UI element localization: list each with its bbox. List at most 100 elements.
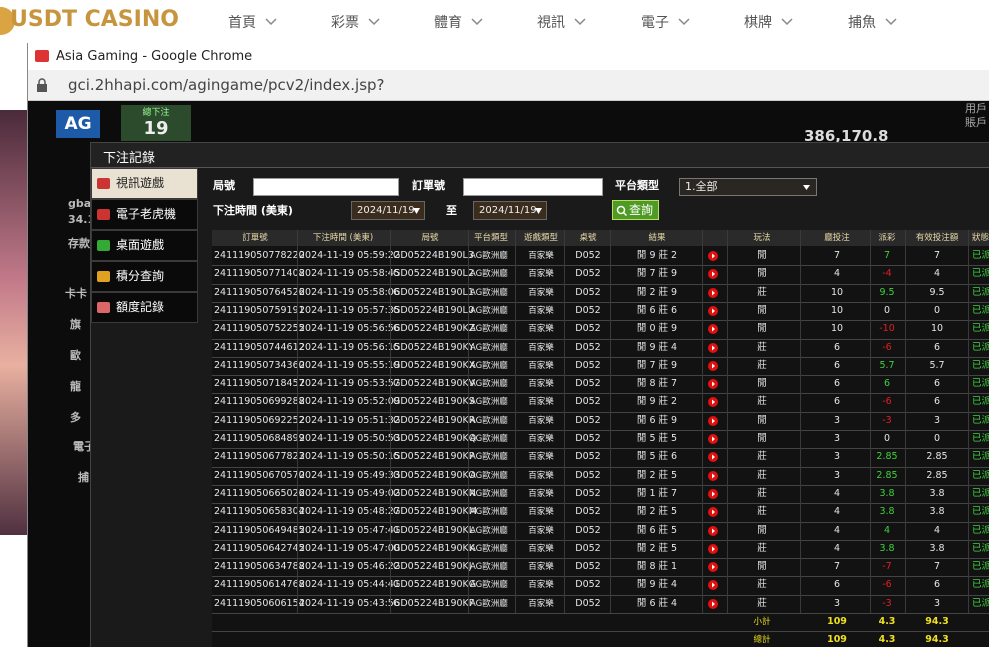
platform-select[interactable]: 1.全部 [679, 178, 817, 196]
nav-item[interactable]: 首頁 [228, 15, 256, 31]
replay-icon[interactable] [708, 434, 718, 444]
table-cell: D052 [575, 579, 601, 591]
side-text: 龍 [70, 380, 81, 393]
table-cell: GD05224B190KQ [393, 433, 477, 444]
table-cell: 百家樂 [528, 470, 554, 481]
menu-icon [97, 240, 110, 251]
summary-value: 94.3 [925, 616, 949, 627]
table-cell: D052 [575, 323, 601, 335]
replay-icon[interactable] [708, 324, 718, 335]
table-cell: 百家樂 [528, 379, 554, 390]
table-cell: GD05224B190KN [393, 487, 476, 499]
table-cell: 2024-11-19 05:59:22 [299, 250, 400, 261]
table-cell: 閒 7 莊 9 [636, 268, 678, 280]
table-cell: 7 [833, 250, 841, 261]
row-line [212, 265, 989, 267]
column-header: 桌號 [579, 233, 597, 243]
replay-icon[interactable] [708, 287, 718, 298]
table-cell: 閒 5 莊 6 [636, 451, 678, 463]
row-line [212, 503, 989, 505]
table-cell: -6 [882, 579, 892, 591]
table-cell: 2024-11-19 05:43:56 [299, 597, 400, 609]
table-cell: -7 [882, 561, 892, 573]
replay-icon[interactable] [708, 305, 718, 316]
side-text: 用戶 [965, 102, 987, 115]
table-cell: 4 [833, 524, 841, 536]
replay-icon[interactable] [708, 379, 718, 390]
nav-item[interactable]: 彩票 [331, 15, 359, 31]
column-header: 玩法 [753, 233, 771, 243]
replay-icon[interactable] [708, 525, 718, 536]
replay-icon[interactable] [708, 598, 718, 609]
date-from[interactable]: 2024/11/19 [351, 201, 425, 220]
table-cell: AG歐洲廳 [470, 507, 508, 518]
table-cell: 3.8 [929, 506, 945, 518]
replay-icon[interactable] [708, 269, 718, 280]
table-cell: D052 [575, 414, 601, 426]
round-input[interactable] [253, 178, 399, 196]
table-cell: 6 [833, 341, 841, 353]
table-cell: -6 [882, 396, 892, 408]
table-cell: 已派彩 [972, 250, 989, 261]
order-label: 訂單號 [412, 179, 445, 192]
table-cell: 3.8 [929, 542, 945, 554]
logo: USDT CASINO [10, 7, 179, 32]
replay-icon[interactable] [708, 397, 718, 408]
nav-item[interactable]: 視訊 [537, 15, 565, 31]
replay-icon[interactable] [708, 507, 718, 518]
table-cell: GD05224B190KF [393, 597, 475, 609]
table-cell: 241119050606154 [214, 597, 305, 609]
table-cell: 百家樂 [528, 525, 554, 536]
replay-icon[interactable] [708, 415, 718, 426]
replay-icon[interactable] [708, 470, 718, 481]
table-cell: 已派彩 [972, 433, 989, 444]
table-cell: D052 [575, 487, 601, 499]
side-text: 捕 [78, 471, 89, 484]
table-cell: 4 [933, 524, 941, 536]
platform-value: 1.全部 [685, 180, 718, 193]
search-button[interactable]: 查詢 [612, 200, 659, 220]
table-cell: GD05224B190KO [393, 469, 476, 481]
table-cell: 百家樂 [528, 360, 554, 371]
date-to[interactable]: 2024/11/19 [473, 201, 547, 220]
replay-icon[interactable] [708, 580, 718, 591]
order-input[interactable] [463, 178, 603, 196]
table-cell: GD05224B190KV [393, 378, 476, 390]
table-cell: 已派彩 [972, 451, 989, 463]
table-cell: 百家樂 [528, 324, 554, 335]
table-cell: 241119050677823 [214, 451, 305, 463]
row-line [212, 466, 989, 468]
table-cell: 241119050684899 [214, 433, 305, 444]
table-cell: GD05224B190L2 [393, 268, 474, 280]
replay-icon[interactable] [708, 452, 718, 463]
menu-item[interactable]: 積分查詢 [91, 261, 198, 292]
replay-icon[interactable] [708, 488, 718, 499]
replay-icon[interactable] [708, 543, 718, 554]
menu-item[interactable]: 電子老虎機 [91, 199, 198, 230]
table-cell: 百家樂 [528, 580, 554, 591]
col-line [515, 230, 516, 613]
nav-item[interactable]: 體育 [434, 15, 462, 31]
address-bar[interactable]: gci.2hhapi.com/agingame/pcv2/index.jsp? [28, 70, 989, 101]
table-cell: 莊 [757, 597, 767, 609]
menu-item[interactable]: 視訊遊戲 [91, 168, 198, 199]
replay-icon[interactable] [708, 251, 718, 261]
replay-icon[interactable] [708, 360, 718, 371]
nav-item[interactable]: 棋牌 [744, 15, 772, 31]
table-cell: AG歐洲廳 [470, 452, 508, 463]
replay-icon[interactable] [708, 562, 718, 573]
chevron [885, 18, 897, 26]
nav-item[interactable]: 電子 [641, 15, 669, 31]
table-cell: 2024-11-19 05:47:41 [299, 524, 400, 536]
menu-item[interactable]: 桌面遊戲 [91, 230, 198, 261]
table-cell: 百家樂 [528, 415, 554, 426]
table-cell: 6 [933, 579, 941, 591]
table-cell: 閒 5 莊 5 [636, 433, 678, 444]
table-cell: 閒 8 莊 7 [636, 378, 678, 390]
table-cell: D052 [575, 542, 601, 554]
row-line [212, 393, 989, 395]
menu-item[interactable]: 額度記錄 [91, 292, 198, 323]
nav-item[interactable]: 捕魚 [848, 15, 876, 31]
table-cell: 2024-11-19 05:50:53 [299, 433, 400, 444]
replay-icon[interactable] [708, 342, 718, 353]
